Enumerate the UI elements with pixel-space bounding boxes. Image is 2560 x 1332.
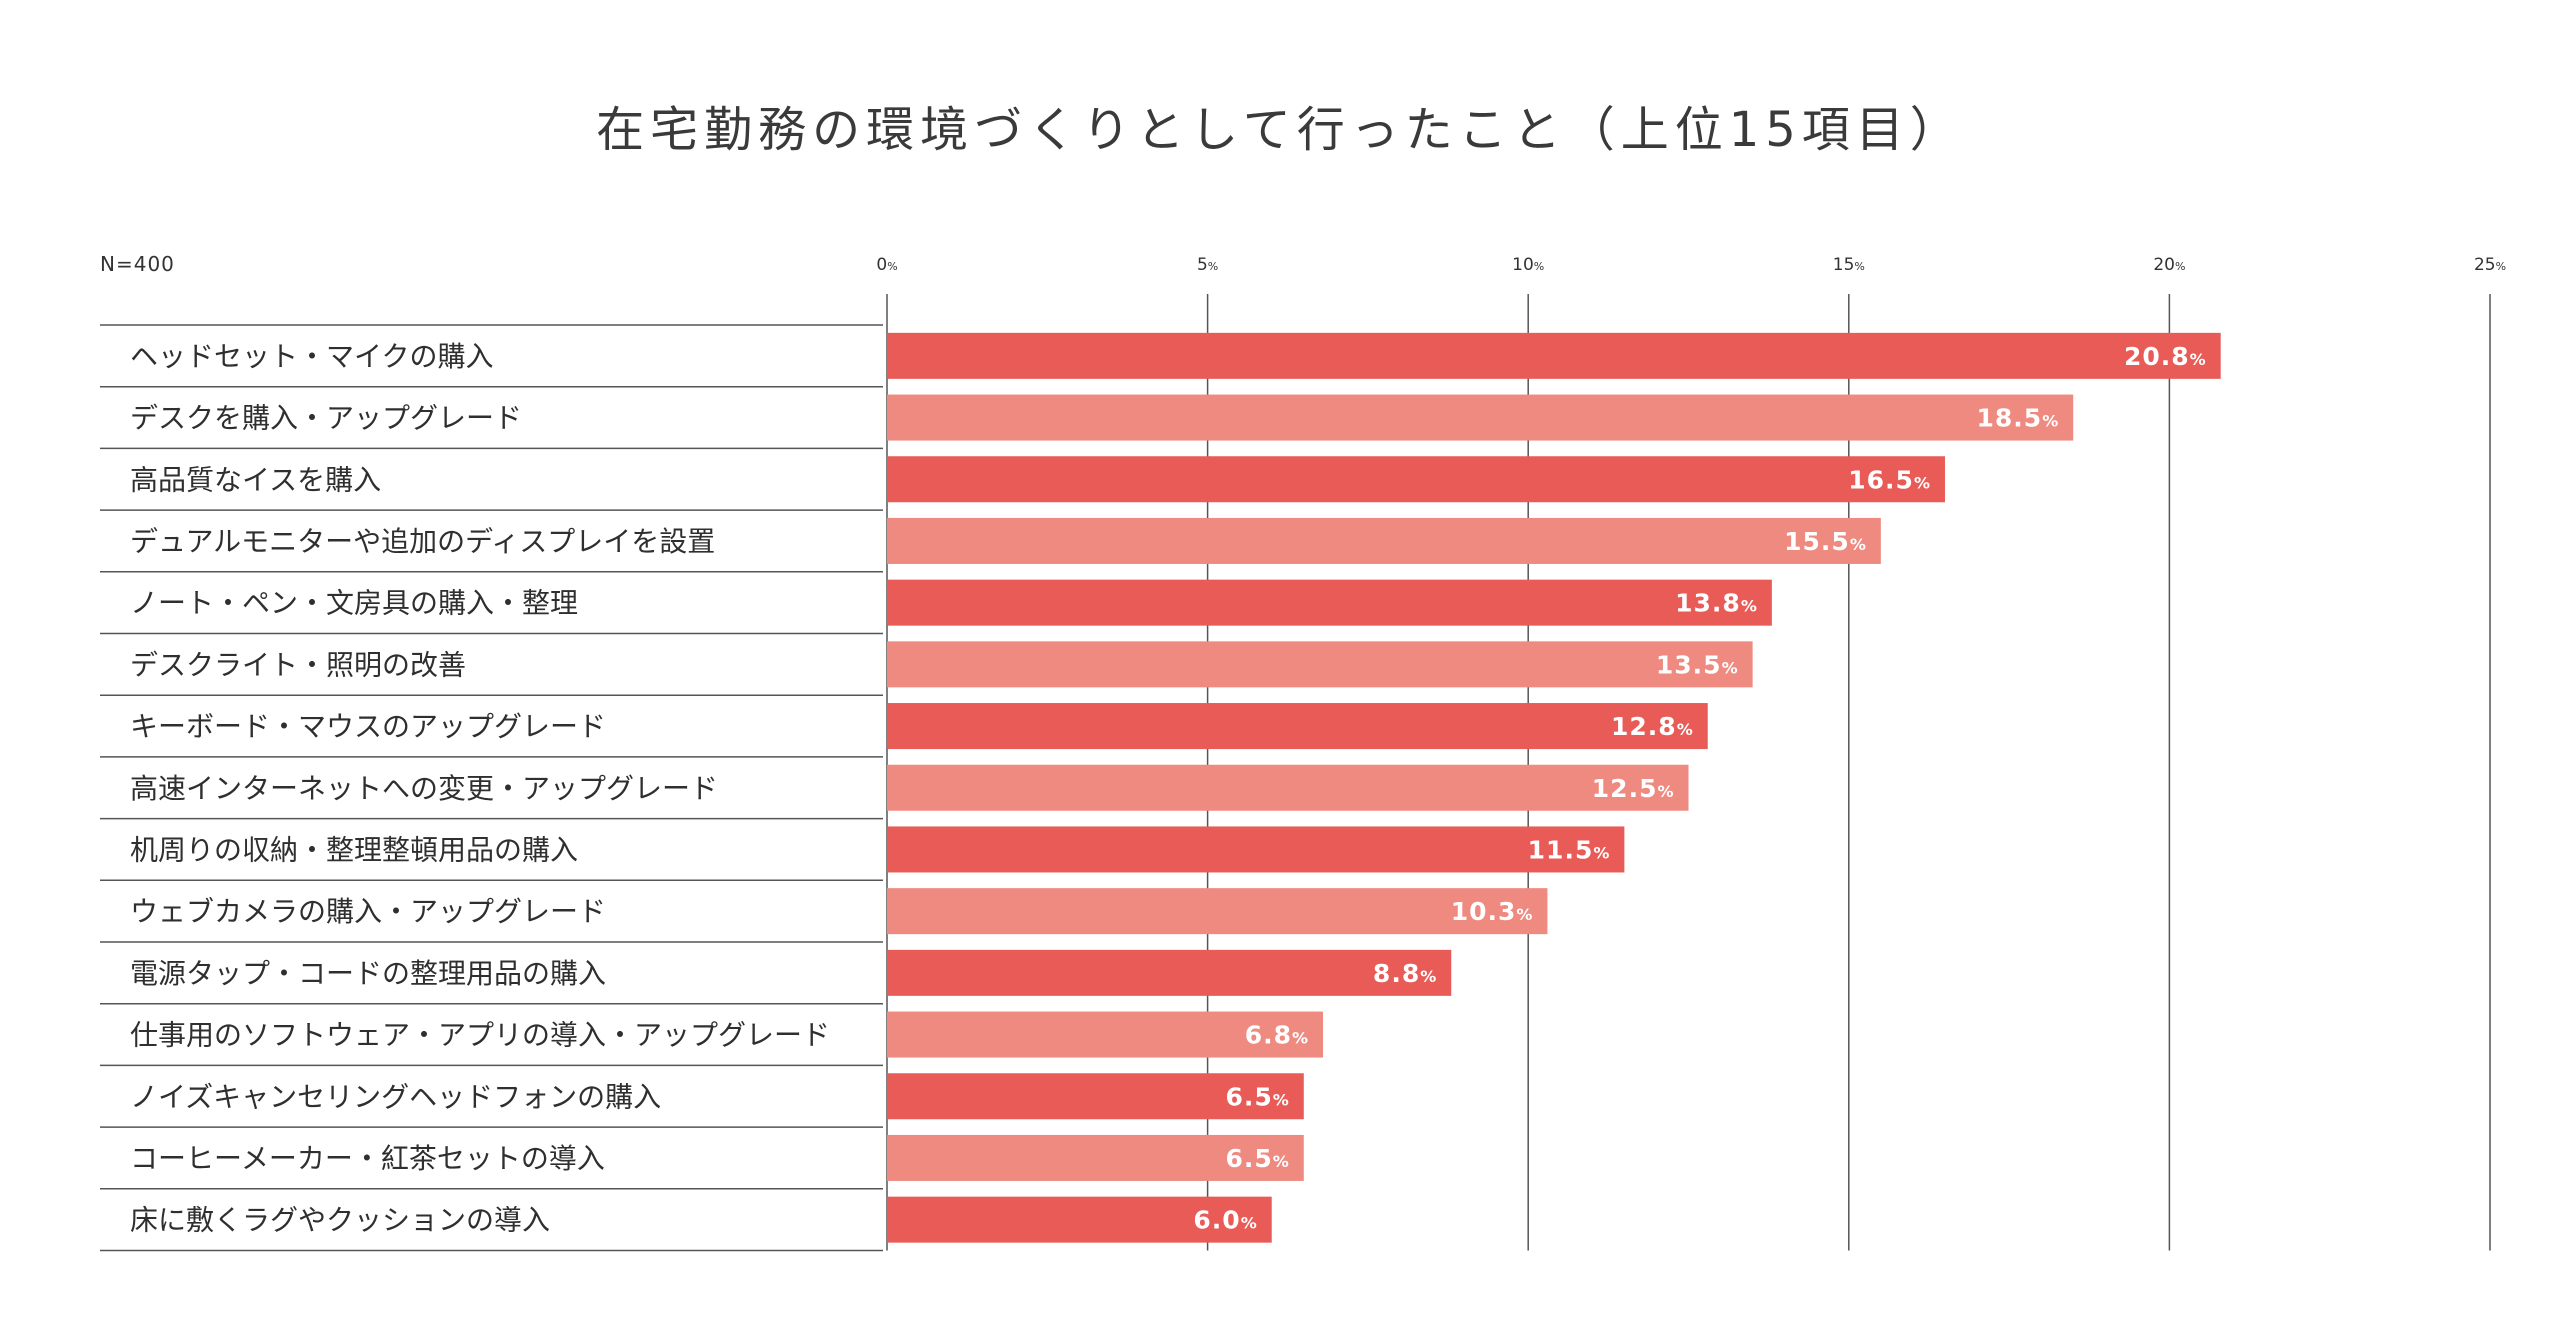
category-label: デスクライト・照明の改善 bbox=[130, 648, 466, 681]
value-label: 6.5% bbox=[1225, 1082, 1289, 1111]
bar bbox=[887, 1073, 1304, 1120]
bar bbox=[887, 456, 1945, 503]
bar bbox=[887, 1196, 1272, 1243]
value-label: 18.5% bbox=[1977, 404, 2060, 433]
x-tick-label: 5% bbox=[1197, 255, 1218, 275]
bar bbox=[887, 1134, 1304, 1181]
value-label: 15.5% bbox=[1784, 527, 1867, 556]
category-label: ウェブカメラの購入・アップグレード bbox=[130, 895, 606, 928]
bar bbox=[887, 888, 1548, 935]
value-label: 20.8% bbox=[2124, 342, 2207, 371]
bar bbox=[887, 517, 1881, 564]
bar bbox=[887, 579, 1772, 626]
category-label: キーボード・マウスのアップグレード bbox=[130, 710, 606, 743]
value-label: 12.8% bbox=[1611, 712, 1694, 741]
category-label: デュアルモニターや追加のディスプレイを設置 bbox=[130, 525, 715, 558]
value-label: 16.5% bbox=[1848, 465, 1931, 494]
x-tick-label: 25% bbox=[2474, 255, 2506, 275]
value-label: 11.5% bbox=[1528, 835, 1611, 864]
x-tick-label: 15% bbox=[1833, 255, 1865, 275]
category-label: コーヒーメーカー・紅茶セットの導入 bbox=[130, 1142, 605, 1175]
x-tick-label: 0% bbox=[876, 255, 897, 275]
chart-title: 在宅勤務の環境づくりとして行ったこと（上位15項目） bbox=[596, 102, 1964, 158]
x-tick-label: 10% bbox=[1512, 255, 1544, 275]
category-label: 電源タップ・コードの整理用品の購入 bbox=[130, 957, 606, 990]
value-label: 6.8% bbox=[1245, 1021, 1309, 1050]
category-label: デスクを購入・アップグレード bbox=[130, 402, 522, 435]
value-label: 6.0% bbox=[1193, 1206, 1257, 1235]
category-label: 仕事用のソフトウェア・アプリの導入・アップグレード bbox=[130, 1019, 830, 1052]
category-label: ノート・ペン・文房具の購入・整理 bbox=[130, 587, 578, 620]
bar bbox=[887, 332, 2221, 379]
value-label: 6.5% bbox=[1225, 1144, 1289, 1173]
bar bbox=[887, 703, 1708, 750]
category-label: 高速インターネットへの変更・アップグレード bbox=[130, 772, 718, 805]
category-label: 床に敷くラグやクッションの導入 bbox=[130, 1204, 550, 1237]
sample-size-label: N=400 bbox=[100, 252, 175, 276]
bar bbox=[887, 1011, 1324, 1058]
category-label: 高品質なイスを購入 bbox=[130, 463, 381, 496]
category-label: ヘッドセット・マイクの購入 bbox=[130, 340, 493, 373]
value-label: 12.5% bbox=[1592, 774, 1675, 803]
category-label: ノイズキャンセリングヘッドフォンの購入 bbox=[130, 1080, 661, 1113]
bar bbox=[887, 949, 1452, 996]
value-label: 10.3% bbox=[1451, 897, 1534, 926]
x-tick-label: 20% bbox=[2153, 255, 2185, 275]
bar bbox=[887, 826, 1625, 873]
bar bbox=[887, 764, 1689, 811]
category-label: 机周りの収納・整理整頓用品の購入 bbox=[130, 833, 578, 866]
value-label: 8.8% bbox=[1373, 959, 1437, 988]
value-label: 13.5% bbox=[1656, 650, 1739, 679]
value-label: 13.8% bbox=[1675, 589, 1758, 618]
bar bbox=[887, 394, 2074, 441]
bar bbox=[887, 641, 1753, 688]
